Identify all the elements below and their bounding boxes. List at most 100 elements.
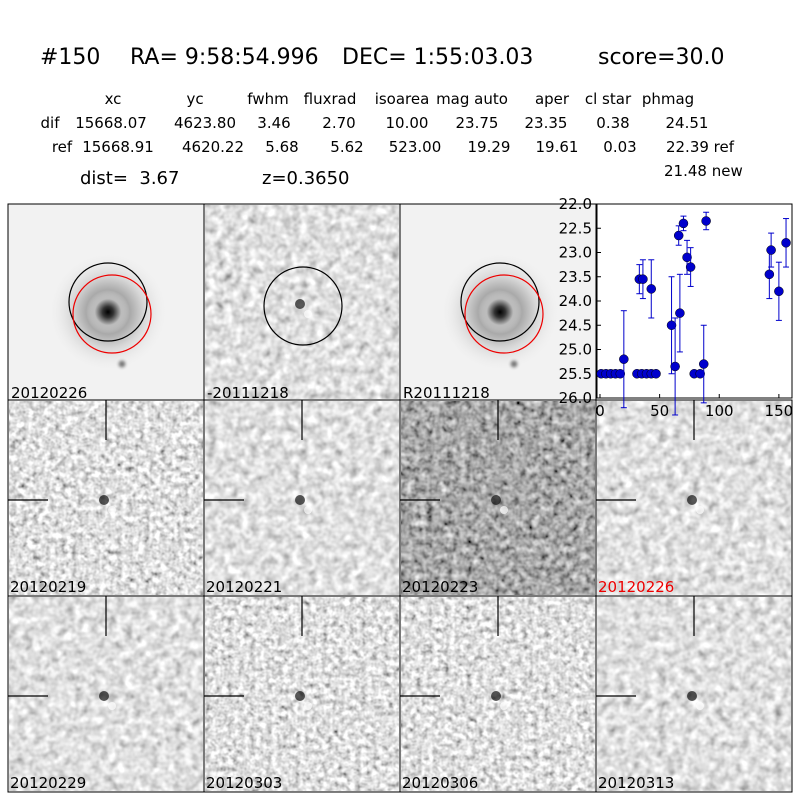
y-tick-label: 26.0 — [559, 389, 592, 407]
column-header: cl star — [585, 90, 632, 108]
y-tick-label: 23.0 — [559, 244, 592, 262]
table-cell: 0.38 — [596, 114, 629, 132]
residual — [491, 691, 501, 701]
residual — [295, 495, 305, 505]
panel-label: 20120303 — [206, 774, 282, 792]
data-point — [682, 252, 692, 263]
panel-label: 20120306 — [402, 774, 478, 792]
table-cell: 15668.07 — [75, 114, 147, 132]
panel-label: 20120223 — [402, 578, 478, 596]
residual — [491, 495, 501, 505]
column-header: yc — [186, 90, 203, 108]
y-tick-label: 25.0 — [559, 341, 592, 359]
light-curve: 22.0 22.5 23.0 23.5 24.0 24.5 25.0 25.5 26.00 50 1… — [559, 195, 794, 420]
residual — [295, 691, 305, 701]
panel-label: 20120226 — [598, 578, 674, 596]
panel-label: 20120313 — [598, 774, 674, 792]
residual — [696, 702, 704, 710]
star — [86, 290, 130, 334]
data-point — [646, 284, 657, 294]
table-cell: 3.46 — [257, 114, 290, 132]
data-point — [695, 369, 705, 379]
table-cell: 24.51 — [666, 114, 709, 132]
star-faint — [115, 357, 129, 371]
residual — [295, 299, 305, 309]
plot-area — [596, 203, 793, 399]
y-tick-label: 23.5 — [559, 268, 592, 286]
panel-label: 20120219 — [10, 578, 86, 596]
residual — [108, 506, 116, 514]
residual — [108, 702, 116, 710]
table-cell: 23.75 — [456, 114, 499, 132]
data-point — [781, 238, 791, 248]
table-cell: 23.35 — [525, 114, 568, 132]
column-header: mag auto — [436, 90, 508, 108]
table-cell: 19.61 — [536, 138, 579, 156]
residual — [696, 506, 704, 514]
table-cell: 5.68 — [265, 138, 298, 156]
table-cell: 15668.91 — [82, 138, 154, 156]
y-tick-label: 24.5 — [559, 316, 592, 334]
table-cell: 10.00 — [386, 114, 429, 132]
column-header: phmag — [642, 90, 694, 108]
data-point — [638, 274, 648, 284]
data-point — [651, 369, 661, 379]
y-tick-label: 24.0 — [559, 292, 592, 310]
data-point — [774, 286, 784, 297]
table-cell: 22.39 ref — [666, 138, 735, 156]
x-tick-label: 50 — [650, 402, 669, 420]
residual — [500, 702, 508, 710]
star-faint — [507, 357, 521, 371]
aperture-new — [464, 274, 544, 354]
data-point — [766, 245, 776, 255]
y-tick-label: 25.5 — [559, 365, 592, 383]
table-cell: 4620.22 — [182, 138, 244, 156]
aperture-new — [72, 274, 152, 354]
y-tick-label: 22.0 — [559, 195, 592, 213]
table-cell: 5.62 — [330, 138, 363, 156]
score: score=30.0 — [598, 45, 725, 70]
table-cell: 19.29 — [468, 138, 511, 156]
data-point — [701, 216, 711, 226]
table-cell: 4623.80 — [174, 114, 236, 132]
candidate-id: #150 — [40, 45, 100, 70]
data-point — [675, 308, 685, 318]
x-tick-label: 150 — [765, 402, 794, 420]
residual — [500, 506, 508, 514]
ra: RA= 9:58:54.996 — [130, 45, 319, 70]
column-header: aper — [535, 90, 570, 108]
panel-label: -20111218 — [207, 384, 289, 402]
residual — [304, 310, 312, 318]
y-tick-label: 22.5 — [559, 219, 592, 237]
table-cell: 523.00 — [389, 138, 442, 156]
x-tick-label: 0 — [595, 402, 605, 420]
row-label: ref — [52, 138, 73, 156]
panel-label: 20120226 — [11, 384, 87, 402]
new-mag: 21.48 new — [664, 162, 743, 180]
column-header: fwhm — [247, 90, 288, 108]
residual — [687, 495, 697, 505]
dec: DEC= 1:55:03.03 — [342, 45, 533, 70]
data-point — [670, 361, 680, 372]
column-header: isoarea — [375, 90, 430, 108]
panel-label: R20111218 — [403, 384, 490, 402]
data-point — [685, 262, 696, 272]
aperture-ref — [460, 262, 540, 342]
x-tick-label: 100 — [705, 402, 734, 420]
table-cell: 2.70 — [322, 114, 355, 132]
data-point — [673, 230, 684, 241]
residual — [687, 691, 697, 701]
dist: dist= 3.67 — [80, 168, 179, 189]
aperture-ref — [263, 266, 343, 346]
residual — [304, 702, 312, 710]
column-header: xc — [105, 90, 122, 108]
data-point — [666, 320, 677, 330]
data-point — [615, 369, 626, 379]
data-point — [619, 354, 629, 364]
panel-label: 20120229 — [10, 774, 86, 792]
data-point — [698, 359, 709, 369]
table-cell: 0.03 — [603, 138, 636, 156]
residual — [99, 691, 109, 701]
residual — [304, 506, 312, 514]
